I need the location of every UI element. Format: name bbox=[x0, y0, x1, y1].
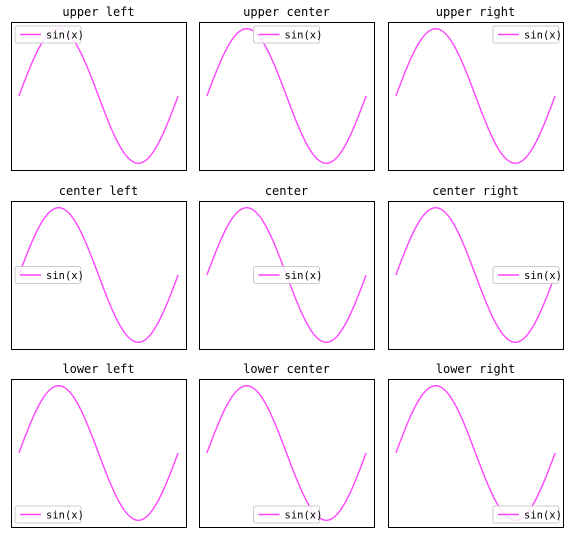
subplot-4: center left sin(x) bbox=[12, 184, 187, 350]
legend-label: sin(x) bbox=[46, 510, 84, 522]
series-line-sin bbox=[19, 29, 178, 164]
series-line-sin bbox=[396, 29, 555, 164]
subplot-3: upper right sin(x) bbox=[389, 5, 564, 171]
subplot-1: upper left sin(x) bbox=[12, 5, 187, 171]
legend: sin(x) bbox=[493, 267, 562, 284]
subplot-title: center left bbox=[59, 184, 138, 198]
legend: sin(x) bbox=[493, 506, 562, 523]
legend-label: sin(x) bbox=[46, 270, 84, 282]
subplot-6: center right sin(x) bbox=[389, 184, 564, 350]
legend-label: sin(x) bbox=[524, 270, 562, 282]
legend: sin(x) bbox=[254, 267, 323, 284]
subplot-2: upper center sin(x) bbox=[200, 5, 375, 171]
subplot-title: lower center bbox=[243, 362, 330, 376]
legend: sin(x) bbox=[254, 506, 323, 523]
series-line-sin bbox=[207, 29, 366, 164]
subplot-8: lower center sin(x) bbox=[200, 362, 375, 528]
series-line-sin bbox=[396, 386, 555, 521]
legend: sin(x) bbox=[15, 267, 84, 284]
legend-label: sin(x) bbox=[285, 270, 323, 282]
legend-label: sin(x) bbox=[285, 30, 323, 42]
legend: sin(x) bbox=[15, 26, 84, 43]
subplot-title: lower left bbox=[62, 362, 134, 376]
legend: sin(x) bbox=[15, 506, 84, 523]
legend-label: sin(x) bbox=[524, 30, 562, 42]
legend: sin(x) bbox=[493, 26, 562, 43]
subplot-title: center right bbox=[432, 184, 519, 198]
subplot-title: upper center bbox=[243, 5, 330, 19]
legend-label: sin(x) bbox=[285, 510, 323, 522]
subplot-title: lower right bbox=[436, 362, 515, 376]
subplot-title: upper right bbox=[436, 5, 515, 19]
subplot-title: upper left bbox=[62, 5, 134, 19]
subplot-title: center bbox=[265, 184, 308, 198]
series-line-sin bbox=[19, 386, 178, 521]
legend-label: sin(x) bbox=[46, 30, 84, 42]
subplot-5: center sin(x) bbox=[200, 184, 375, 350]
legend: sin(x) bbox=[254, 26, 323, 43]
subplot-9: lower right sin(x) bbox=[389, 362, 564, 528]
legend-label: sin(x) bbox=[524, 510, 562, 522]
series-line-sin bbox=[207, 386, 366, 521]
subplot-7: lower left sin(x) bbox=[12, 362, 187, 528]
